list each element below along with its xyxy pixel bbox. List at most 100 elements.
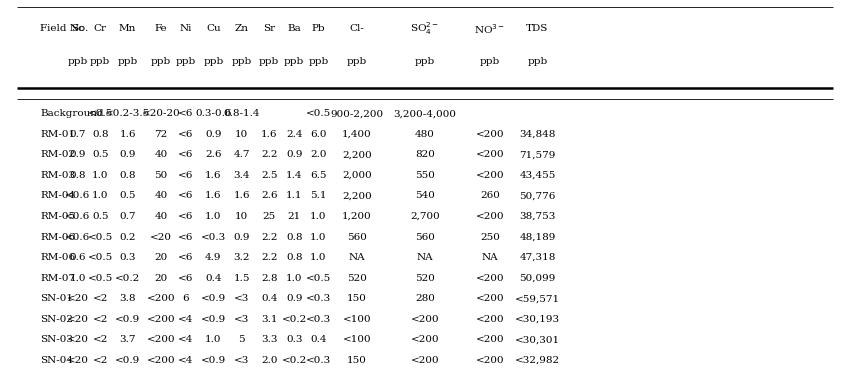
Text: 2.0: 2.0 — [310, 150, 326, 159]
Text: Field No.: Field No. — [40, 24, 88, 33]
Text: Fe: Fe — [155, 24, 167, 33]
Text: 2.0: 2.0 — [261, 356, 277, 365]
Text: <0.9: <0.9 — [201, 356, 226, 365]
Text: <0.5: <0.5 — [88, 233, 113, 241]
Text: <200: <200 — [476, 294, 504, 303]
Text: RM-03: RM-03 — [40, 171, 76, 180]
Text: <6: <6 — [178, 233, 194, 241]
Text: 280: 280 — [415, 294, 435, 303]
Text: <0.3: <0.3 — [306, 315, 331, 324]
Text: ppb: ppb — [284, 57, 304, 66]
Text: <200: <200 — [147, 356, 175, 365]
Text: 0.7: 0.7 — [119, 212, 136, 221]
Text: <20: <20 — [66, 294, 88, 303]
Text: 560: 560 — [347, 233, 366, 241]
Text: 0.4: 0.4 — [205, 274, 222, 283]
Text: TDS: TDS — [526, 24, 548, 33]
Text: 34,848: 34,848 — [519, 130, 556, 139]
Text: ppb: ppb — [480, 57, 500, 66]
Text: 0.5: 0.5 — [92, 150, 109, 159]
Text: Pb: Pb — [312, 24, 326, 33]
Text: <0.5: <0.5 — [306, 274, 331, 283]
Text: 2,200: 2,200 — [342, 150, 371, 159]
Text: <200: <200 — [147, 294, 175, 303]
Text: 2,700: 2,700 — [410, 212, 440, 221]
Text: 900-2,200: 900-2,200 — [330, 109, 383, 118]
Text: NO$^{3-}$: NO$^{3-}$ — [474, 22, 506, 36]
Text: 0.8: 0.8 — [70, 171, 86, 180]
Text: Ni: Ni — [179, 24, 192, 33]
Text: 0.5: 0.5 — [119, 191, 136, 201]
Text: <0.5: <0.5 — [88, 253, 113, 262]
Text: 5.1: 5.1 — [310, 191, 326, 201]
Text: 1.4: 1.4 — [286, 171, 303, 180]
Text: 0.9: 0.9 — [70, 150, 86, 159]
Text: <200: <200 — [476, 315, 504, 324]
Text: 0.8-1.4: 0.8-1.4 — [224, 109, 260, 118]
Text: <6: <6 — [178, 109, 194, 118]
Text: <4: <4 — [178, 315, 194, 324]
Text: Cl-: Cl- — [349, 24, 364, 33]
Text: <0.5: <0.5 — [306, 109, 331, 118]
Text: 550: 550 — [415, 171, 435, 180]
Text: <3: <3 — [234, 294, 249, 303]
Text: <100: <100 — [343, 315, 371, 324]
Text: <200: <200 — [476, 335, 504, 344]
Text: Sc: Sc — [71, 24, 84, 33]
Text: 0.7: 0.7 — [70, 130, 86, 139]
Text: <30,301: <30,301 — [515, 335, 560, 344]
Text: ppb: ppb — [259, 57, 280, 66]
Text: NA: NA — [482, 253, 498, 262]
Text: <0.3: <0.3 — [306, 356, 331, 365]
Text: 1.5: 1.5 — [234, 274, 250, 283]
Text: RM-02: RM-02 — [40, 150, 76, 159]
Text: 71,579: 71,579 — [519, 150, 556, 159]
Text: <0.6: <0.6 — [65, 233, 90, 241]
Text: 40: 40 — [155, 212, 167, 221]
Text: 1.6: 1.6 — [234, 191, 250, 201]
Text: Ba: Ba — [287, 24, 301, 33]
Text: 0.3: 0.3 — [119, 253, 136, 262]
Text: <2: <2 — [93, 356, 108, 365]
Text: NA: NA — [416, 253, 434, 262]
Text: 6.5: 6.5 — [310, 171, 326, 180]
Text: 4.7: 4.7 — [234, 150, 250, 159]
Text: SO$_4^{2-}$: SO$_4^{2-}$ — [411, 21, 439, 37]
Text: 2.2: 2.2 — [261, 253, 277, 262]
Text: 21: 21 — [287, 212, 301, 221]
Text: Cr: Cr — [94, 24, 106, 33]
Text: 2.2: 2.2 — [261, 150, 277, 159]
Text: RM-05: RM-05 — [40, 212, 76, 221]
Text: ppb: ppb — [415, 57, 435, 66]
Text: 2.5: 2.5 — [261, 171, 277, 180]
Text: <4: <4 — [178, 356, 194, 365]
Text: <6: <6 — [178, 191, 194, 201]
Text: Background: Background — [40, 109, 104, 118]
Text: 0.3-0.6: 0.3-0.6 — [196, 109, 232, 118]
Text: 3,200-4,000: 3,200-4,000 — [394, 109, 456, 118]
Text: ppb: ppb — [309, 57, 328, 66]
Text: 150: 150 — [347, 294, 366, 303]
Text: 0.3: 0.3 — [286, 335, 303, 344]
Text: <6: <6 — [178, 253, 194, 262]
Text: <20: <20 — [66, 335, 88, 344]
Text: <59,571: <59,571 — [515, 294, 560, 303]
Text: <3: <3 — [234, 315, 249, 324]
Text: 4.9: 4.9 — [205, 253, 222, 262]
Text: 0.8: 0.8 — [119, 171, 136, 180]
Text: 1.0: 1.0 — [92, 171, 109, 180]
Text: Zn: Zn — [235, 24, 249, 33]
Text: 150: 150 — [347, 356, 366, 365]
Text: ppb: ppb — [90, 57, 110, 66]
Text: ppb: ppb — [117, 57, 138, 66]
Text: 0.4: 0.4 — [310, 335, 326, 344]
Text: 47,318: 47,318 — [519, 253, 556, 262]
Text: 3.2: 3.2 — [234, 253, 250, 262]
Text: 3.4: 3.4 — [234, 171, 250, 180]
Text: 2,000: 2,000 — [342, 171, 371, 180]
Text: 2.6: 2.6 — [205, 150, 222, 159]
Text: RM-06: RM-06 — [40, 253, 76, 262]
Text: ppb: ppb — [203, 57, 224, 66]
Text: SN-01: SN-01 — [40, 294, 73, 303]
Text: ppb: ppb — [231, 57, 252, 66]
